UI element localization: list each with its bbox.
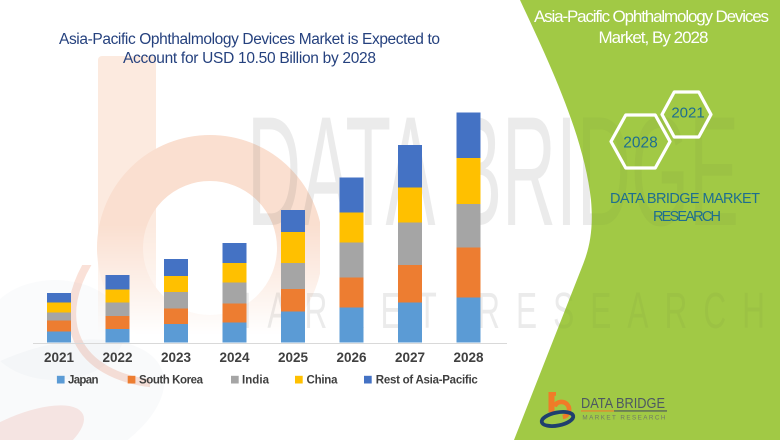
svg-text:2024: 2024 bbox=[219, 350, 250, 365]
svg-text:2028: 2028 bbox=[453, 350, 484, 365]
svg-text:RESEARCH: RESEARCH bbox=[653, 209, 721, 225]
svg-text:Market, By 2028: Market, By 2028 bbox=[599, 28, 709, 47]
svg-text:2025: 2025 bbox=[278, 350, 309, 365]
svg-text:2021: 2021 bbox=[44, 350, 75, 365]
svg-text:2027: 2027 bbox=[395, 350, 425, 365]
svg-text:Japan: Japan bbox=[68, 375, 99, 387]
svg-text:China: China bbox=[307, 375, 339, 387]
svg-text:2022: 2022 bbox=[102, 350, 132, 365]
svg-text:Asia-Pacific Ophthalmology Dev: Asia-Pacific Ophthalmology Devices Marke… bbox=[59, 31, 440, 48]
svg-text:Account for USD 10.50 Billion: Account for USD 10.50 Billion by 2028 bbox=[123, 50, 376, 67]
svg-text:2026: 2026 bbox=[336, 350, 367, 365]
svg-text:Rest of Asia-Pacific: Rest of Asia-Pacific bbox=[376, 375, 479, 387]
svg-text:DATA BRIDGE MARKET: DATA BRIDGE MARKET bbox=[610, 191, 760, 207]
svg-text:DATA BRIDGE: DATA BRIDGE bbox=[581, 395, 665, 412]
svg-text:MARKET RESEARCH: MARKET RESEARCH bbox=[582, 414, 665, 421]
svg-text:South Korea: South Korea bbox=[139, 375, 204, 387]
svg-text:2028: 2028 bbox=[623, 135, 657, 152]
svg-text:India: India bbox=[242, 375, 270, 387]
svg-text:2021: 2021 bbox=[671, 105, 704, 122]
svg-text:Asia-Pacific Ophthalmology Dev: Asia-Pacific Ophthalmology Devices bbox=[534, 7, 769, 26]
svg-text:2023: 2023 bbox=[161, 350, 192, 365]
